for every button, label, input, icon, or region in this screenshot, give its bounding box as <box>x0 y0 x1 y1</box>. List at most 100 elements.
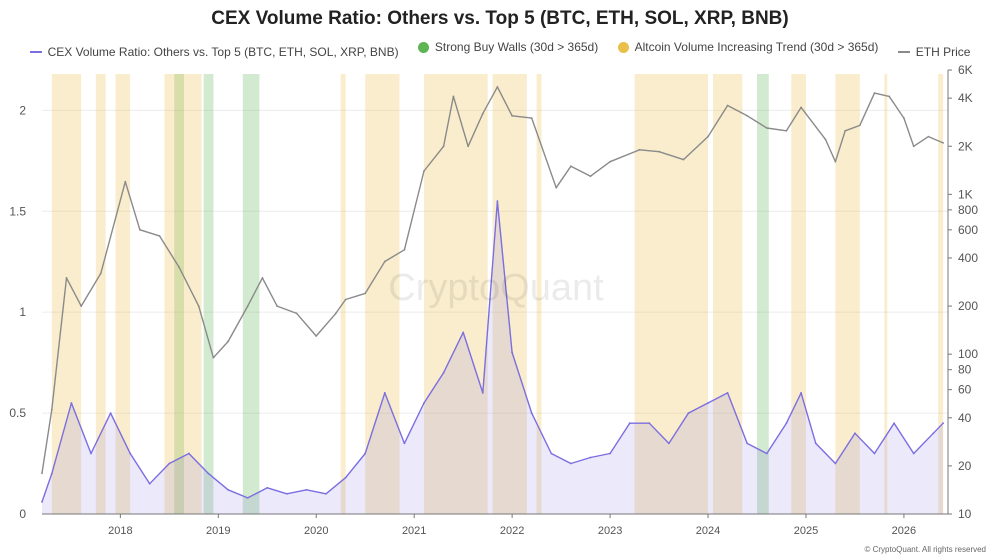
series-area-0 <box>42 201 944 514</box>
series-point-0-43 <box>854 432 856 435</box>
series-point-1-51 <box>927 135 930 138</box>
series-point-1-28 <box>511 114 513 117</box>
series-lines <box>41 86 944 514</box>
right-tick-label-1: 20 <box>958 459 972 473</box>
series-point-0-25 <box>511 351 513 354</box>
series-point-1-1 <box>50 408 53 411</box>
legend-swatch-volume-ratio <box>29 50 42 53</box>
series-point-1-8 <box>178 266 181 269</box>
series-point-0-38 <box>765 452 768 455</box>
highlight-band-1-10 <box>712 74 743 514</box>
series-point-1-6 <box>139 228 141 231</box>
right-tick-label-13: 6K <box>958 63 973 77</box>
series-point-0-16 <box>344 476 347 479</box>
series-point-1-23 <box>442 145 445 148</box>
series-point-0-22 <box>462 331 465 334</box>
series-point-1-40 <box>765 127 768 129</box>
series-point-1-43 <box>824 138 827 141</box>
highlight-band-1-4 <box>340 74 346 514</box>
series-point-0-24 <box>496 200 499 203</box>
series-point-1-35 <box>658 150 660 153</box>
legend: CEX Volume Ratio: Others vs. Top 5 (BTC,… <box>0 40 1000 59</box>
right-tick-label-10: 1K <box>958 187 973 201</box>
highlight-bands <box>51 74 944 514</box>
series-point-0-15 <box>325 492 327 495</box>
series-point-1-14 <box>276 305 278 307</box>
legend-item-altcoin-trend[interactable]: Altcoin Volume Increasing Trend (30d > 3… <box>617 40 879 54</box>
highlight-band-0-1 <box>203 74 214 514</box>
series-point-1-19 <box>364 292 367 295</box>
series-point-1-52 <box>942 142 944 144</box>
series-point-1-9 <box>197 305 200 307</box>
x-tick-label-0: 2018 <box>108 525 132 537</box>
series-point-0-34 <box>687 412 690 414</box>
series-point-0-19 <box>403 442 406 445</box>
legend-swatch-eth-price <box>897 50 910 53</box>
series-point-1-5 <box>124 180 127 183</box>
series-point-1-0 <box>41 472 43 475</box>
series-point-1-47 <box>873 92 876 94</box>
legend-swatch-buy-walls <box>417 41 429 53</box>
right-tick-label-2: 40 <box>958 411 972 425</box>
legend-item-volume-ratio[interactable]: CEX Volume Ratio: Others vs. Top 5 (BTC,… <box>29 45 399 59</box>
x-tick-label-3: 2021 <box>402 525 426 537</box>
series-point-0-8 <box>188 452 190 455</box>
highlight-band-1-13 <box>884 74 888 514</box>
series-point-1-16 <box>315 335 318 337</box>
x-tick-label-4: 2022 <box>500 525 524 537</box>
series-point-0-42 <box>834 462 837 465</box>
axes: 2018 2019 2020 2021 2022 2023 2024 2025 202600.5… <box>9 63 978 537</box>
series-point-1-3 <box>80 305 83 307</box>
right-tick-label-11: 2K <box>958 139 973 153</box>
series-point-1-10 <box>212 356 215 359</box>
series-point-0-26 <box>530 412 533 414</box>
series-point-0-41 <box>814 442 817 445</box>
series-point-1-22 <box>423 170 425 172</box>
x-tick-label-7: 2025 <box>794 525 818 537</box>
right-tick-label-6: 200 <box>958 299 978 313</box>
series-point-1-44 <box>834 160 837 163</box>
highlight-band-1-3 <box>164 74 202 514</box>
series-point-1-42 <box>800 106 802 109</box>
series-point-0-4 <box>109 412 112 414</box>
series-point-0-18 <box>383 392 386 394</box>
x-tick-label-8: 2026 <box>892 525 916 537</box>
series-point-0-32 <box>648 422 651 425</box>
series-point-0-7 <box>168 462 171 465</box>
series-point-0-13 <box>286 492 288 495</box>
series-point-1-38 <box>726 104 729 107</box>
series-point-0-29 <box>589 456 592 459</box>
right-tick-label-7: 400 <box>958 251 978 265</box>
series-point-0-28 <box>570 462 572 465</box>
highlight-band-1-7 <box>492 74 527 514</box>
right-tick-label-4: 80 <box>958 363 972 377</box>
series-point-0-14 <box>305 488 308 491</box>
series-point-1-24 <box>452 95 455 98</box>
legend-item-eth-price[interactable]: ETH Price <box>897 45 970 59</box>
legend-label-altcoin-trend: Altcoin Volume Increasing Trend (30d > 3… <box>634 40 879 54</box>
x-tick-label-5: 2023 <box>598 525 622 537</box>
series-point-0-36 <box>726 392 729 394</box>
highlight-band-0-0 <box>174 74 185 514</box>
series-point-0-46 <box>912 452 915 455</box>
series-point-0-20 <box>423 402 425 404</box>
series-point-1-50 <box>912 145 915 148</box>
series-point-1-26 <box>481 112 484 115</box>
watermark: CryptoQuant <box>388 267 604 309</box>
series-point-0-0 <box>41 501 43 503</box>
legend-item-buy-walls[interactable]: Strong Buy Walls (30d > 365d) <box>417 40 599 54</box>
series-point-1-2 <box>65 277 68 279</box>
series-point-1-49 <box>903 117 905 119</box>
series-point-0-5 <box>129 452 132 455</box>
legend-label-buy-walls: Strong Buy Walls (30d > 365d) <box>434 40 599 54</box>
series-point-1-30 <box>555 186 558 189</box>
series-point-0-2 <box>70 402 73 404</box>
series-point-1-20 <box>383 260 386 263</box>
series-point-0-23 <box>481 392 484 394</box>
series-point-1-48 <box>888 95 891 98</box>
highlight-band-1-8 <box>536 74 542 514</box>
series-point-1-45 <box>844 129 847 132</box>
series-point-0-45 <box>893 422 895 425</box>
series-point-1-11 <box>227 340 230 343</box>
